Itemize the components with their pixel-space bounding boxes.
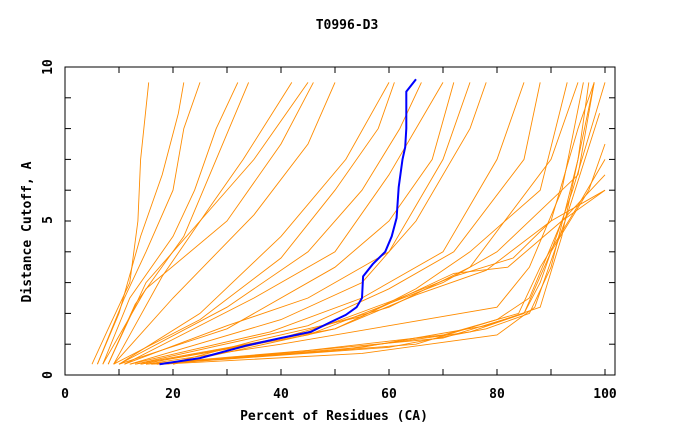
model-series-line — [129, 82, 525, 365]
plot-frame — [64, 66, 616, 376]
x-tick-label: 0 — [61, 387, 69, 402]
x-tick-label: 20 — [165, 387, 181, 402]
model-series-line — [156, 82, 590, 365]
model-series-line — [129, 82, 487, 365]
y-axis-label: Distance Cutoff, A — [20, 161, 35, 302]
highlight-series-line — [159, 78, 417, 366]
x-tick-label: 80 — [489, 387, 505, 402]
model-series-line — [118, 82, 455, 365]
model-series-line — [102, 82, 239, 365]
axis-ticks — [64, 66, 615, 376]
model-series-line — [162, 82, 606, 365]
model-series-line — [113, 82, 336, 365]
model-series-line — [113, 82, 395, 365]
model-series-line — [91, 82, 150, 365]
model-series-line — [162, 113, 601, 365]
model-series-line — [135, 82, 541, 365]
model-series-line — [102, 82, 314, 365]
y-tick-label: 0 — [41, 371, 56, 379]
model-series-line — [172, 189, 606, 365]
series-layer — [91, 78, 606, 366]
model-series-line — [156, 189, 606, 365]
chart-title: T0996-D3 — [316, 18, 379, 33]
model-series-line — [124, 82, 444, 365]
model-series-line — [96, 82, 185, 365]
x-tick-label: 100 — [593, 387, 617, 402]
model-series-line — [140, 82, 595, 365]
model-series-line — [145, 82, 584, 365]
x-axis-label: Percent of Residues (CA) — [240, 409, 428, 424]
x-tick-label: 60 — [381, 387, 397, 402]
model-series-line — [167, 82, 568, 365]
model-series-line — [118, 82, 422, 365]
model-series-line — [118, 82, 390, 365]
model-series-line — [107, 82, 250, 365]
model-series-line — [124, 82, 471, 365]
model-series-line — [96, 82, 201, 365]
model-series-line — [135, 82, 579, 365]
y-tick-label: 10 — [41, 59, 56, 75]
model-series-line — [107, 82, 309, 365]
model-series-line — [113, 82, 293, 365]
x-tick-label: 40 — [273, 387, 289, 402]
model-series-line — [140, 174, 606, 365]
y-tick-label: 5 — [41, 216, 56, 224]
